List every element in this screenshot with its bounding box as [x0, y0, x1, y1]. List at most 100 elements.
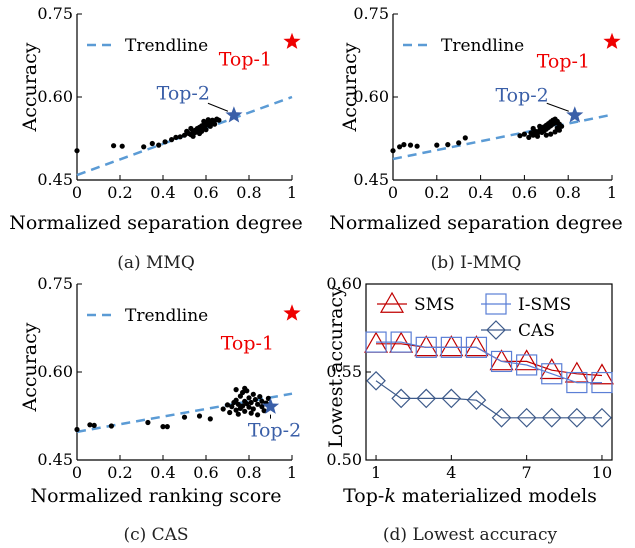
x-tick-label: 0.8: [236, 463, 261, 482]
x-tick-label: 0: [72, 463, 82, 482]
y-tick-label: 0.60: [353, 87, 389, 106]
data-point: [255, 401, 261, 407]
series-marker-sms: [514, 349, 539, 371]
data-point: [160, 424, 166, 430]
xlabel-post: materialized models: [396, 485, 597, 507]
top2-star-marker: [225, 106, 243, 123]
top1-star-marker: [603, 32, 621, 49]
data-point: [181, 414, 188, 420]
data-point: [74, 426, 80, 433]
data-point: [462, 135, 468, 141]
y-tick-label: 0.55: [326, 362, 362, 381]
data-point: [252, 397, 258, 403]
data-point: [188, 125, 194, 132]
top2-star-marker: [566, 106, 584, 123]
data-point: [250, 406, 256, 412]
series-marker-cas: [441, 388, 462, 409]
data-point: [233, 387, 239, 393]
data-point: [177, 134, 183, 140]
legend-trendline-label: Trendline: [441, 36, 524, 56]
caption-mmq: (a) MMQ: [117, 253, 195, 273]
data-point: [543, 132, 549, 138]
data-point: [149, 140, 155, 147]
x-tick-label: 0.6: [193, 463, 218, 482]
x-tick-label: 4: [446, 463, 456, 482]
data-point: [141, 144, 147, 150]
ylabel-cas: Accuracy: [19, 322, 41, 412]
trendline: [76, 95, 293, 177]
caption-immq: (b) I-MMQ: [431, 253, 522, 273]
data-point: [145, 419, 151, 426]
top2-label: Top-2: [157, 82, 210, 104]
data-point: [220, 406, 226, 412]
legend-label-cas: CAS: [518, 321, 555, 341]
y-tick-label: 0.60: [37, 87, 73, 106]
series-marker-cas: [416, 388, 437, 409]
data-point: [397, 144, 403, 150]
panel-mmq: 0.45 0.60 0.75 0 0.2 0.4 0.6 0.8 1 Trendline Top-1…: [9, 4, 303, 273]
plot-area-cas: 0.45 0.60 0.75 0 0.2 0.4 0.6 0.8 1 Trendline Top-1…: [37, 274, 301, 482]
plot-area-lowest-accuracy: 0.50 0.55 0.60 1 4 7 10 SMS I-SMS CAS: [326, 274, 614, 482]
top2-star-marker: [261, 397, 280, 414]
data-point: [537, 123, 543, 129]
top2-label: Top-2: [495, 84, 548, 106]
data-point: [207, 416, 213, 422]
data-point: [559, 123, 565, 129]
data-point: [526, 134, 532, 140]
plot-area-immq: 0.45 0.60 0.75 0 0.2 0.4 0.6 0.8 1 Trendline Top-1…: [353, 4, 621, 202]
xlabel-cas: Normalized ranking score: [31, 485, 282, 507]
data-point: [205, 117, 211, 123]
data-point: [390, 148, 396, 154]
x-tick-label: 1: [607, 183, 617, 202]
data-point: [246, 395, 252, 401]
legend-swatch-marker-sms: [379, 291, 405, 313]
top1-label: Top-1: [537, 51, 590, 73]
legend-trendline-label: Trendline: [125, 306, 208, 326]
caption-cas: (c) CAS: [123, 525, 188, 545]
data-point: [169, 137, 175, 143]
xlabel-mmq: Normalized separation degree: [9, 212, 303, 234]
data-point: [233, 397, 239, 403]
data-point: [517, 133, 523, 139]
series-marker-cas: [466, 390, 487, 411]
data-point: [91, 422, 97, 428]
series-marker-cas: [516, 407, 537, 428]
data-point: [201, 118, 207, 124]
x-tick-label: 0.6: [512, 183, 537, 202]
y-tick-label: 0.50: [326, 450, 362, 469]
data-point: [552, 129, 558, 135]
data-point: [119, 143, 125, 149]
data-point: [162, 139, 168, 145]
data-point: [216, 117, 222, 123]
x-tick-label: 1: [371, 463, 381, 482]
data-point: [181, 132, 188, 138]
data-point: [414, 143, 420, 149]
data-point: [235, 401, 241, 407]
x-tick-label: 0: [72, 183, 82, 202]
top1-star-marker: [283, 304, 301, 321]
data-point: [434, 142, 440, 148]
y-tick-label: 0.60: [326, 274, 362, 293]
x-tick-label: 0.8: [236, 183, 261, 202]
xlabel-k: k: [384, 485, 396, 507]
data-point: [173, 134, 179, 140]
data-point: [248, 410, 254, 416]
data-point: [530, 125, 536, 132]
x-tick-label: 0.6: [193, 183, 218, 202]
data-point: [240, 389, 246, 396]
xlabel-pre: Top-: [343, 485, 384, 507]
data-point: [554, 125, 560, 131]
y-tick-label: 0.45: [37, 170, 73, 189]
legend-trendline-label: Trendline: [125, 36, 208, 56]
legend-swatch-marker-cas: [486, 320, 506, 340]
y-tick-label: 0.75: [37, 274, 73, 293]
x-tick-label: 0.4: [468, 183, 493, 202]
data-point: [534, 133, 541, 139]
data-point: [401, 142, 407, 148]
x-tick-label: 0.4: [150, 183, 175, 202]
data-point: [242, 385, 248, 391]
series-marker-i-sms: [541, 363, 563, 385]
x-tick-label: 0.4: [150, 463, 175, 482]
series-marker-cas: [567, 407, 587, 428]
data-point: [108, 423, 114, 429]
